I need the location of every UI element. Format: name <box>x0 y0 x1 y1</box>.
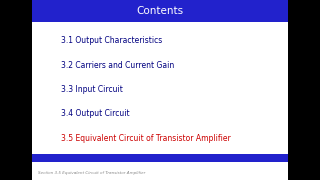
Text: 3.3 Input Circuit: 3.3 Input Circuit <box>61 85 123 94</box>
Text: 3.4 Output Circuit: 3.4 Output Circuit <box>61 109 129 118</box>
Bar <box>32 154 288 162</box>
Text: 3.5 Equivalent Circuit of Transistor Amplifier: 3.5 Equivalent Circuit of Transistor Amp… <box>61 134 230 143</box>
Bar <box>32 162 288 180</box>
Text: 3.2 Carriers and Current Gain: 3.2 Carriers and Current Gain <box>61 61 174 70</box>
Text: 3.1 Output Characteristics: 3.1 Output Characteristics <box>61 36 162 46</box>
Bar <box>32 0 288 22</box>
Bar <box>32 22 288 154</box>
Text: Section 3.5 Equivalent Circuit of Transistor Amplifier: Section 3.5 Equivalent Circuit of Transi… <box>38 171 146 175</box>
Text: Contents: Contents <box>136 6 184 16</box>
